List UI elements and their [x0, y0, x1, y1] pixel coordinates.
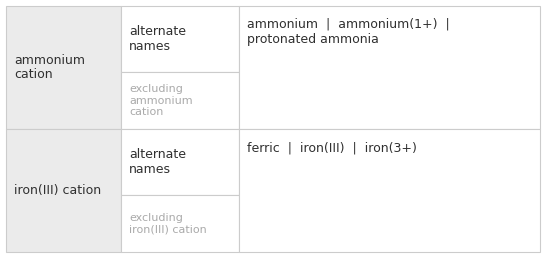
Text: alternate
names: alternate names — [129, 148, 186, 176]
Bar — [121, 72, 239, 129]
Text: iron(III) cation: iron(III) cation — [14, 184, 101, 197]
Text: ammonium
cation: ammonium cation — [14, 53, 85, 82]
Text: excluding
ammonium
cation: excluding ammonium cation — [129, 84, 193, 117]
Text: ferric  |  iron(III)  |  iron(3+): ferric | iron(III) | iron(3+) — [247, 141, 417, 154]
Bar — [121, 195, 239, 252]
Bar — [6, 129, 121, 252]
Text: alternate
names: alternate names — [129, 25, 186, 53]
Text: excluding
iron(III) cation: excluding iron(III) cation — [129, 213, 207, 235]
Bar — [6, 6, 121, 129]
Text: ammonium  |  ammonium(1+)  |
protonated ammonia: ammonium | ammonium(1+) | protonated amm… — [247, 18, 450, 46]
Bar — [121, 6, 239, 72]
Bar — [239, 6, 540, 129]
Bar — [239, 129, 540, 252]
Bar — [121, 129, 239, 195]
